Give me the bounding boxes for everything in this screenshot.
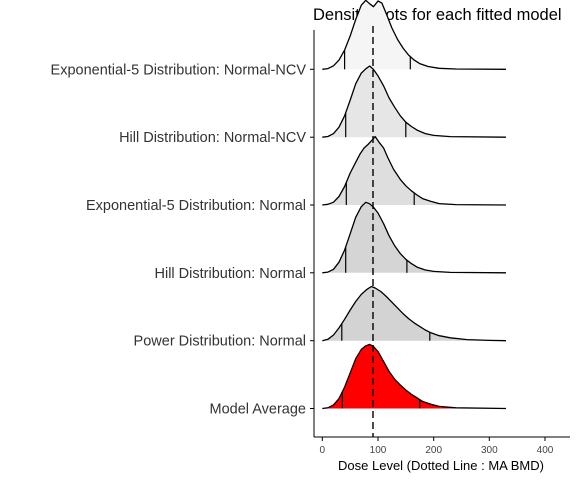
y-tick-label: Exponential-5 Distribution: Normal-NCV xyxy=(51,62,307,78)
density-curve xyxy=(322,135,507,206)
y-axis-labels: Exponential-5 Distribution: Normal-NCV Hi… xyxy=(51,62,314,418)
density-curve xyxy=(322,0,507,70)
density-curve xyxy=(322,65,507,138)
y-tick-label: Power Distribution: Normal xyxy=(134,334,306,350)
x-axis-ticks: 0 100 200 300 400 xyxy=(320,437,554,456)
ridge-5 xyxy=(322,343,507,410)
density-area xyxy=(322,0,506,70)
x-tick-label: 200 xyxy=(425,445,442,456)
density-area xyxy=(322,286,506,341)
x-axis-label: Dose Level (Dotted Line : MA BMD) xyxy=(338,458,544,473)
ridge-2 xyxy=(322,135,507,206)
density-curve xyxy=(322,343,507,410)
density-curve xyxy=(322,201,507,274)
chart-title: Density plots for each fitted model xyxy=(313,6,562,24)
x-tick-label: 0 xyxy=(320,445,326,456)
x-tick-label: 400 xyxy=(537,445,554,456)
ridge-1 xyxy=(322,65,507,138)
density-area xyxy=(322,66,506,138)
y-tick-label: Model Average xyxy=(210,402,306,418)
ridge-3 xyxy=(322,201,507,274)
density-area xyxy=(322,202,506,273)
y-tick-label: Exponential-5 Distribution: Normal xyxy=(86,198,306,214)
density-curve xyxy=(322,285,507,342)
y-tick-label: Hill Distribution: Normal xyxy=(155,266,306,282)
x-tick-label: 100 xyxy=(370,445,387,456)
density-area xyxy=(322,136,506,205)
density-area xyxy=(322,344,506,409)
ridges xyxy=(322,0,507,410)
x-tick-label: 300 xyxy=(481,445,498,456)
y-tick-label: Hill Distribution: Normal-NCV xyxy=(119,130,306,146)
ridge-4 xyxy=(322,285,507,342)
ridge-0 xyxy=(322,0,507,70)
